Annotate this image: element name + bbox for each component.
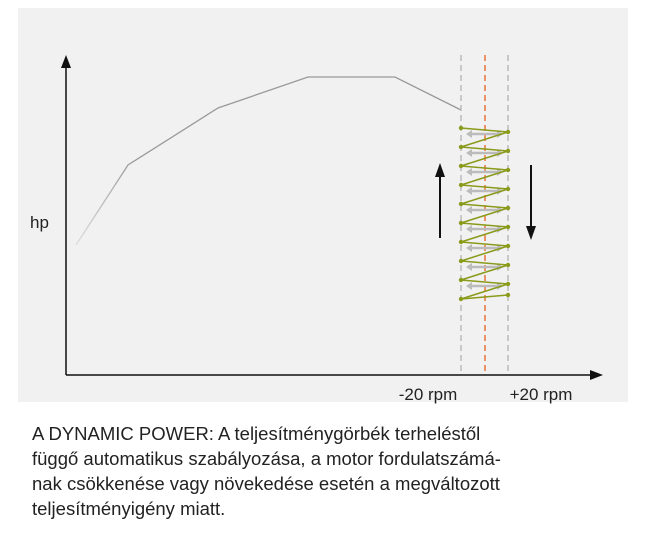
zig-segment (460, 165, 509, 171)
zig-dot (458, 277, 464, 283)
zig-dot (458, 163, 464, 169)
down-arrow-head (526, 226, 536, 240)
zig-segment (460, 264, 509, 281)
zig-segment (460, 241, 509, 247)
x-arrow (590, 370, 603, 380)
zig-dot (505, 243, 511, 249)
x-label: +20 rpm (510, 385, 573, 404)
zig-segment (460, 169, 509, 186)
zig-dot (505, 224, 511, 230)
gray-arrow-head (466, 168, 472, 176)
gray-arrow-head (466, 206, 472, 214)
caption-line: nak csökkenése vagy növekedése esetén a … (32, 473, 500, 494)
zig-segment (460, 279, 509, 285)
zig-dot (505, 292, 511, 298)
gray-arrow-head (466, 225, 472, 233)
zig-segment (460, 245, 509, 262)
gray-arrow-head (466, 263, 472, 271)
zig-segment (460, 226, 509, 243)
zig-dot (505, 148, 511, 154)
zig-segment (460, 127, 509, 133)
zig-dot (505, 186, 511, 192)
zigzag (458, 125, 511, 302)
zig-dot (458, 239, 464, 245)
zig-segment (460, 146, 509, 152)
zig-segment (460, 260, 509, 266)
zig-dot (505, 167, 511, 173)
gray-arrow-head (466, 130, 472, 138)
gray-arrow-head (466, 149, 472, 157)
zig-segment (460, 203, 509, 209)
zig-segment (460, 131, 509, 148)
zig-dot (505, 281, 511, 287)
zig-segment (460, 222, 509, 228)
zig-segment (460, 283, 509, 300)
gray-arrow-head (466, 187, 472, 195)
zig-dot (458, 182, 464, 188)
zig-segment (460, 294, 509, 300)
zig-segment (460, 184, 509, 190)
gray-arrow-head (466, 282, 472, 290)
zig-dot (458, 258, 464, 264)
zig-dot (458, 144, 464, 150)
zig-segment (460, 207, 509, 224)
zig-dot (505, 129, 511, 135)
zig-dot (505, 205, 511, 211)
panel (18, 8, 628, 402)
zig-dot (505, 262, 511, 268)
x-label: -20 rpm (399, 385, 458, 404)
zig-dot (458, 125, 464, 131)
caption-line: teljesítményigény miatt. (32, 498, 225, 519)
zig-dot (458, 220, 464, 226)
zig-segment (460, 150, 509, 167)
power-curve (75, 76, 462, 246)
zig-dot (458, 201, 464, 207)
caption-line: A DYNAMIC POWER: A teljesítménygörbék te… (32, 423, 480, 444)
zig-segment (460, 188, 509, 205)
y-arrow (61, 55, 71, 68)
up-arrow-head (435, 163, 445, 177)
caption-line: függő automatikus szabályozása, a motor … (32, 448, 501, 469)
gray-arrow-head (466, 244, 472, 252)
zig-dot (458, 296, 464, 302)
y-label: hp (30, 213, 49, 232)
